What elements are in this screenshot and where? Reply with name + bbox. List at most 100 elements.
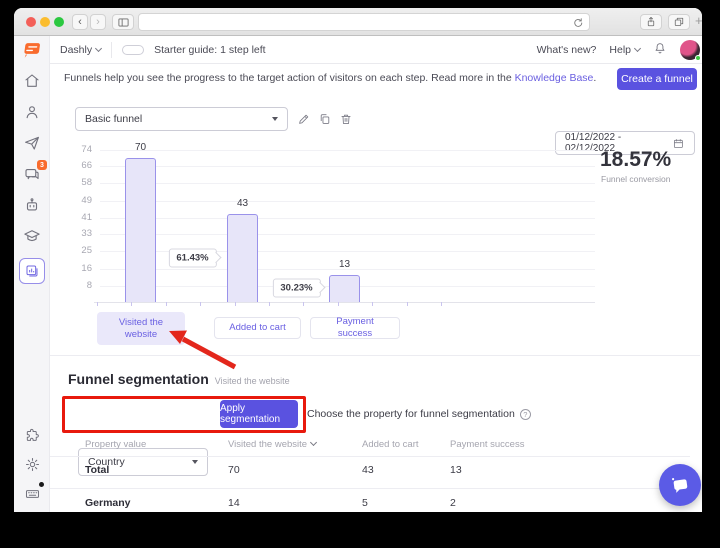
x-axis-tick: [303, 302, 305, 306]
column-header[interactable]: Visited the website: [228, 438, 318, 450]
x-axis-tick: [234, 302, 236, 306]
tabs-overview-icon[interactable]: [668, 14, 690, 30]
y-axis-tick-label: 16: [81, 263, 92, 275]
integrations-puzzle-icon[interactable]: [24, 427, 41, 444]
section-divider: [50, 355, 700, 356]
gridline: [100, 250, 595, 252]
funnels-info-text: Funnels help you see the progress to the…: [64, 72, 597, 84]
edit-funnel-icon[interactable]: [297, 112, 311, 131]
column-header[interactable]: Added to cart: [362, 439, 419, 450]
table-divider: [50, 456, 690, 457]
x-axis-tick: [269, 302, 270, 306]
total-conversion-caption: Funnel conversion: [601, 174, 671, 184]
minimize-window-button[interactable]: [40, 17, 50, 27]
knowledge-base-link[interactable]: Knowledge Base: [514, 72, 594, 84]
workspace-menu[interactable]: Dashly: [60, 44, 103, 56]
segmentation-heading: Funnel segmentation Visited the website: [68, 371, 290, 387]
y-axis-tick-label: 58: [81, 176, 92, 188]
step-label: Visited the website: [118, 316, 164, 340]
back-button[interactable]: ‹: [72, 14, 88, 30]
property-select[interactable]: Country: [78, 448, 208, 476]
row-value: 43: [362, 464, 374, 476]
campaigns-send-icon[interactable]: [23, 134, 41, 152]
bar-value-label: 13: [338, 259, 351, 271]
delete-funnel-icon[interactable]: [339, 112, 353, 131]
y-axis-tick-label: 66: [81, 160, 92, 172]
create-funnel-button[interactable]: Create a funnel: [617, 68, 697, 90]
contacts-icon[interactable]: [23, 103, 41, 121]
chevron-down-icon: [95, 44, 103, 53]
step-conversion-badge: 30.23%: [272, 278, 321, 297]
row-value: 13: [450, 464, 462, 476]
caret-down-icon: [192, 460, 198, 464]
row-value: 5: [362, 497, 368, 509]
bot-icon[interactable]: [23, 196, 41, 214]
row-value: 14: [228, 497, 240, 509]
funnel-select[interactable]: Basic funnel: [75, 107, 288, 131]
table-row[interactable]: Germany 14 5 2: [50, 497, 702, 511]
segmentation-hint: Choose the property for funnel segmentat…: [307, 408, 531, 420]
reports-funnels-icon[interactable]: [19, 258, 45, 284]
funnel-step-button-payment-success[interactable]: Payment success: [310, 316, 400, 339]
step-label: Payment success: [336, 316, 374, 339]
zoom-window-button[interactable]: [54, 17, 64, 27]
x-axis-tick: [165, 302, 167, 306]
funnel-bar[interactable]: [227, 213, 258, 302]
bar-value-label: 43: [236, 197, 249, 209]
x-axis-tick: [131, 302, 133, 306]
academy-graduation-icon[interactable]: [23, 227, 41, 245]
gridline: [100, 166, 595, 168]
help-menu[interactable]: Help: [609, 44, 642, 56]
step-conversion-badge: 61.43%: [168, 248, 217, 267]
billing-keyboard-icon[interactable]: [24, 482, 44, 502]
x-axis-tick: [372, 302, 374, 306]
help-question-icon[interactable]: ?: [519, 408, 531, 420]
column-header[interactable]: Payment success: [450, 439, 525, 450]
x-axis-tick: [97, 302, 98, 306]
funnel-bar[interactable]: [329, 275, 360, 302]
gridline: [100, 182, 595, 184]
whats-new-link[interactable]: What's new?: [536, 44, 597, 56]
dashly-logo[interactable]: [14, 36, 50, 64]
caret-down-icon: [272, 117, 278, 121]
table-row[interactable]: Total 70 43 13: [50, 464, 702, 478]
funnel-chart: 74 66 58 49 41 33 25 16 8 70 43 13 61.43% 30.23%: [50, 64, 702, 364]
column-header[interactable]: Property value: [85, 439, 147, 450]
share-icon[interactable]: [640, 14, 662, 30]
refresh-icon[interactable]: [572, 16, 584, 34]
settings-gear-icon[interactable]: [24, 456, 41, 473]
chat-unread-badge: 3: [37, 160, 47, 170]
row-name: Total: [85, 464, 110, 476]
starter-guide-progress: [122, 45, 145, 55]
row-value: 70: [228, 464, 240, 476]
chat-widget-button[interactable]: [659, 464, 701, 506]
chats-icon[interactable]: 3: [23, 160, 47, 183]
funnel-step-button-added-to-cart[interactable]: Added to cart: [214, 317, 301, 339]
new-tab-button[interactable]: +: [695, 13, 702, 28]
close-window-button[interactable]: [26, 17, 36, 27]
funnel-step-button-visited-the-website[interactable]: Visited the website: [97, 312, 185, 345]
user-avatar[interactable]: [680, 40, 701, 61]
x-axis-line: [94, 302, 595, 303]
main-content: Funnels help you see the progress to the…: [50, 64, 702, 512]
apply-segmentation-button[interactable]: Apply segmentation: [220, 400, 298, 428]
notifications-bell-icon[interactable]: [653, 41, 667, 60]
duplicate-funnel-icon[interactable]: [318, 112, 332, 131]
table-divider: [50, 488, 690, 489]
forward-button[interactable]: ›: [90, 14, 106, 30]
x-axis-tick: [441, 302, 442, 306]
app-header: Dashly Starter guide: 1 step left What's…: [14, 36, 702, 64]
y-axis-tick-label: 33: [81, 228, 92, 240]
header-divider: [111, 42, 113, 58]
home-icon[interactable]: [23, 72, 41, 90]
chevron-down-icon: [633, 44, 642, 53]
funnel-bar[interactable]: [125, 158, 156, 302]
billing-alert-dot: [38, 482, 44, 487]
sidebar-toggle-icon[interactable]: [112, 14, 134, 30]
starter-guide-label[interactable]: Starter guide: 1 step left: [154, 44, 266, 56]
total-conversion-value: 18.57%: [600, 148, 672, 171]
date-range-picker[interactable]: 01/12/2022 - 02/12/2022: [555, 131, 695, 155]
gridline: [100, 150, 595, 151]
address-bar[interactable]: [138, 13, 590, 31]
